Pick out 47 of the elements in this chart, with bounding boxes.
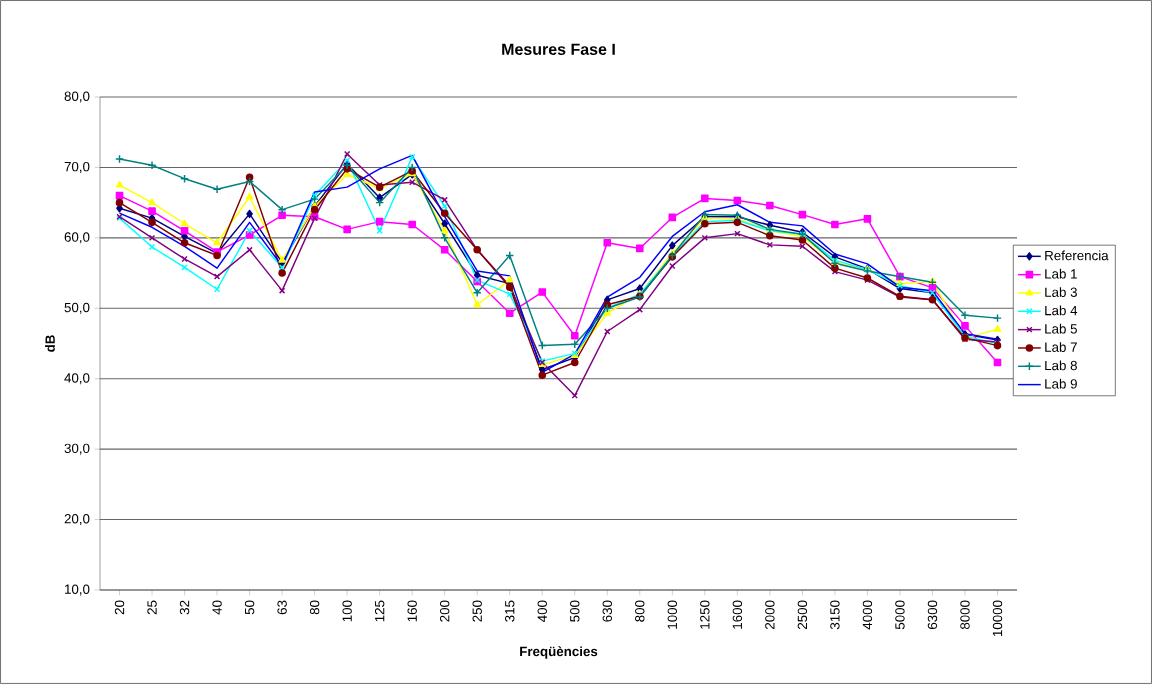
legend-label: Lab 4 xyxy=(1045,305,1078,316)
x-tick-label: 1600 xyxy=(732,600,743,629)
y-tick-label: 40,0 xyxy=(64,373,90,385)
x-tick-label: 3150 xyxy=(830,600,840,630)
x-tick-label: 8000 xyxy=(960,600,970,630)
x-tick-label: 4000 xyxy=(862,600,873,630)
x-tick-label: 250 xyxy=(472,600,482,622)
legend-label: Lab 1 xyxy=(1045,268,1077,279)
legend-label: Lab 9 xyxy=(1045,378,1077,389)
x-tick-label: 2500 xyxy=(797,600,808,630)
y-tick-label: 10,0 xyxy=(65,584,90,596)
legend-label: Lab 7 xyxy=(1045,342,1077,352)
x-tick-label: 63 xyxy=(277,600,287,615)
legend-label: Referencia xyxy=(1045,250,1109,261)
x-tick-label: 160 xyxy=(407,600,417,622)
x-tick-label: 40 xyxy=(212,600,222,615)
y-tick-label: 70,0 xyxy=(64,161,90,173)
x-tick-label: 800 xyxy=(635,600,645,622)
x-tick-label: 20 xyxy=(114,600,125,615)
x-tick-label: 6300 xyxy=(927,600,938,630)
x-tick-label: 1250 xyxy=(700,600,710,629)
x-tick-label: 5000 xyxy=(895,600,905,630)
x-tick-label: 80 xyxy=(309,600,320,615)
legend-label: Lab 8 xyxy=(1045,360,1077,371)
x-tick-label: 1000 xyxy=(667,600,678,629)
x-tick-label: 630 xyxy=(602,600,612,622)
y-tick-label: 80,0 xyxy=(64,91,90,103)
x-tick-label: 10000 xyxy=(992,600,1003,637)
legend-label: Lab 3 xyxy=(1045,287,1077,297)
y-tick-label: 20,0 xyxy=(64,514,90,526)
x-tick-label: 50 xyxy=(244,600,255,615)
x-axis-title: Freqüències xyxy=(520,646,598,659)
y-axis-title: dB xyxy=(45,335,55,352)
x-tick-label: 32 xyxy=(179,600,190,615)
x-tick-label: 2000 xyxy=(765,600,775,630)
y-tick-label: 60,0 xyxy=(64,232,90,244)
x-tick-label: 125 xyxy=(374,600,385,622)
x-tick-label: 200 xyxy=(439,600,450,622)
legend-label: Lab 5 xyxy=(1045,323,1077,334)
x-tick-label: 100 xyxy=(342,600,352,622)
x-tick-label: 500 xyxy=(570,600,580,622)
y-tick-label: 50,0 xyxy=(64,302,90,314)
x-tick-label: 315 xyxy=(505,600,515,622)
x-tick-label: 400 xyxy=(537,600,547,622)
chart-title: Mesures Fase I xyxy=(502,43,615,55)
x-tick-label: 25 xyxy=(147,600,157,615)
y-tick-label: 30,0 xyxy=(64,443,90,455)
